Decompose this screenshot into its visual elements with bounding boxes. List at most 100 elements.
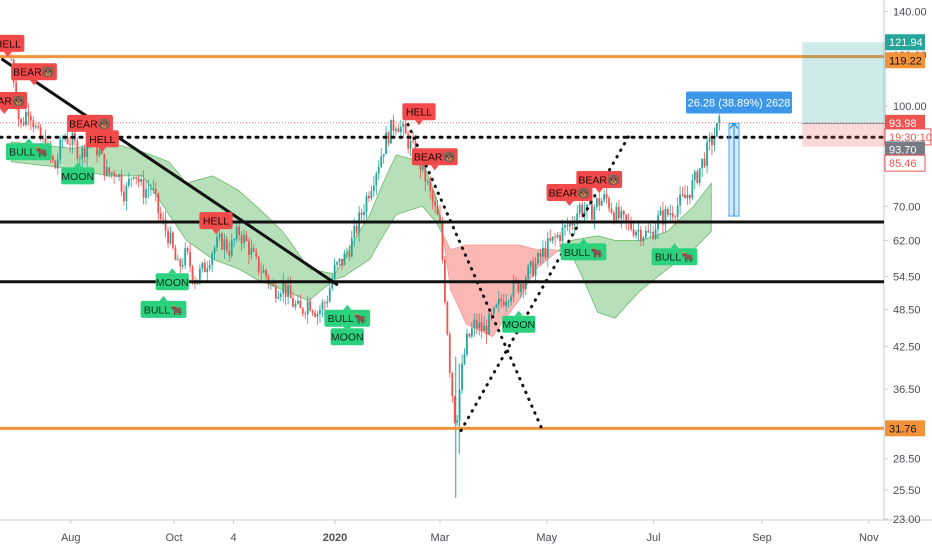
candle-body bbox=[189, 251, 191, 267]
candle-body bbox=[666, 209, 669, 215]
candle-body bbox=[662, 210, 664, 225]
candle-body bbox=[647, 230, 650, 233]
candle-body bbox=[323, 302, 326, 304]
candle-body bbox=[583, 211, 586, 215]
signal-pointer bbox=[159, 295, 168, 301]
candle-body bbox=[512, 279, 515, 297]
candle-body bbox=[365, 195, 368, 212]
signal-label-text: BEAR🐻 bbox=[414, 151, 456, 164]
candle-body bbox=[502, 301, 505, 306]
candle-body bbox=[176, 259, 179, 261]
candle-body bbox=[630, 221, 632, 230]
signal-label-bull: BULL🐂 bbox=[651, 243, 698, 266]
candle-body bbox=[179, 259, 182, 267]
signal-label-box bbox=[546, 184, 593, 202]
signal-label-box bbox=[651, 248, 698, 266]
y-tick-label: 54.50 bbox=[893, 272, 921, 284]
signal-label-hell: HELL bbox=[0, 34, 25, 57]
candle-body bbox=[392, 119, 395, 131]
price-tag bbox=[885, 52, 925, 69]
candle-body bbox=[223, 239, 226, 250]
signal-label-box bbox=[140, 300, 187, 318]
signal-label-box bbox=[0, 34, 25, 52]
signal-label-box bbox=[85, 130, 119, 148]
candle-body bbox=[470, 328, 473, 337]
signal-pointer bbox=[98, 147, 107, 153]
candle-body bbox=[240, 235, 243, 244]
candle-body bbox=[270, 283, 272, 285]
candle-body bbox=[598, 198, 601, 206]
candle-body bbox=[539, 252, 542, 257]
candle-body bbox=[338, 258, 341, 263]
candle-body bbox=[532, 261, 534, 277]
candle-body bbox=[703, 158, 706, 166]
candle-body bbox=[603, 194, 606, 201]
candle-body bbox=[681, 194, 684, 196]
signal-label-bull: BULL🐂 bbox=[324, 304, 371, 327]
candle-body bbox=[640, 229, 642, 242]
candle-body bbox=[490, 313, 493, 315]
candle-body bbox=[216, 237, 218, 248]
x-tick-label: 2020 bbox=[323, 532, 347, 544]
candle-body bbox=[243, 234, 245, 244]
candle-body bbox=[713, 136, 716, 146]
candle-body bbox=[701, 158, 704, 169]
candle-body bbox=[140, 179, 142, 182]
candle-body bbox=[551, 236, 554, 241]
candle-body bbox=[252, 248, 255, 252]
signal-label-text: HELL bbox=[89, 134, 115, 146]
candle-body bbox=[564, 225, 566, 228]
candle-body bbox=[686, 194, 689, 199]
candle-body bbox=[71, 132, 74, 145]
candle-body bbox=[39, 127, 42, 140]
signal-pointer bbox=[30, 80, 38, 86]
candle-body bbox=[385, 132, 387, 155]
candle-body bbox=[145, 189, 147, 198]
candle-body bbox=[282, 282, 285, 294]
candle-body bbox=[257, 256, 260, 272]
candle-body bbox=[534, 263, 537, 277]
candle-body bbox=[519, 283, 522, 293]
candle-body bbox=[387, 132, 390, 144]
candle-body bbox=[676, 205, 679, 217]
signal-label-hell: HELL bbox=[85, 130, 119, 153]
candle-body bbox=[150, 188, 152, 190]
candle-body bbox=[228, 250, 231, 256]
candle-body bbox=[615, 206, 618, 222]
candle-body bbox=[448, 334, 451, 373]
candle-body bbox=[581, 204, 583, 215]
signal-label-bull: BULL🐂 bbox=[560, 238, 607, 261]
signal-label-text: HELL bbox=[0, 38, 21, 50]
candle-body bbox=[397, 128, 400, 133]
candle-body bbox=[544, 247, 547, 258]
candle-body bbox=[654, 229, 657, 239]
signal-label-text: BEAR🐻 bbox=[0, 94, 25, 107]
candle-body bbox=[32, 120, 35, 128]
signal-pointer bbox=[579, 238, 588, 244]
candle-body bbox=[225, 239, 228, 251]
candle-body bbox=[34, 126, 37, 128]
x-tick-label: Nov bbox=[859, 532, 879, 544]
candle-body bbox=[287, 285, 289, 297]
price-tag-label: 121.94 bbox=[889, 37, 923, 49]
candle-body bbox=[130, 178, 133, 180]
candle-body bbox=[59, 139, 62, 160]
signal-label-moon: MOON bbox=[330, 323, 364, 346]
candle-body bbox=[404, 123, 407, 134]
candle-body bbox=[360, 212, 363, 215]
candle-body bbox=[184, 248, 187, 266]
signal-label-text: BULL🐂 bbox=[144, 304, 183, 316]
candle-body bbox=[431, 190, 434, 202]
candle-body bbox=[159, 213, 162, 219]
candle-body bbox=[186, 248, 189, 252]
candle-body bbox=[208, 265, 211, 269]
candle-body bbox=[429, 181, 432, 191]
signal-pointer bbox=[3, 51, 12, 57]
signal-label-text: BEAR🐻 bbox=[69, 117, 111, 130]
candle-body bbox=[172, 232, 174, 248]
downtrend-line bbox=[1, 58, 339, 286]
candle-body bbox=[245, 234, 248, 242]
candle-body bbox=[715, 123, 718, 137]
